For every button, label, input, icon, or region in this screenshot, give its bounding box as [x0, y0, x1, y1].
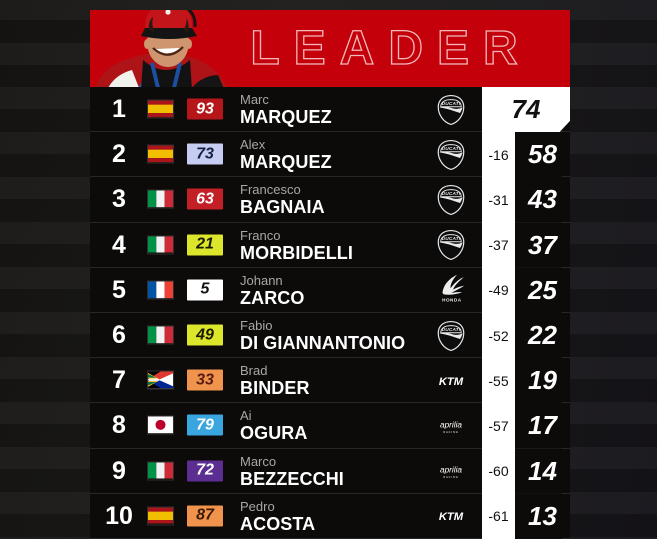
svg-text:aprilia: aprilia	[440, 466, 462, 475]
svg-text:RACING: RACING	[443, 475, 458, 479]
svg-text:RACING: RACING	[443, 430, 458, 434]
svg-text:DUCATI: DUCATI	[442, 101, 461, 107]
svg-text:HONDA: HONDA	[442, 298, 462, 303]
svg-text:DUCATI: DUCATI	[442, 327, 461, 333]
svg-text:KTM: KTM	[439, 511, 464, 523]
svg-text:DUCATI: DUCATI	[442, 146, 461, 152]
svg-text:KTM: KTM	[439, 375, 464, 387]
svg-text:DUCATI: DUCATI	[442, 191, 461, 197]
svg-text:DUCATI: DUCATI	[442, 236, 461, 242]
svg-text:aprilia: aprilia	[440, 420, 462, 429]
